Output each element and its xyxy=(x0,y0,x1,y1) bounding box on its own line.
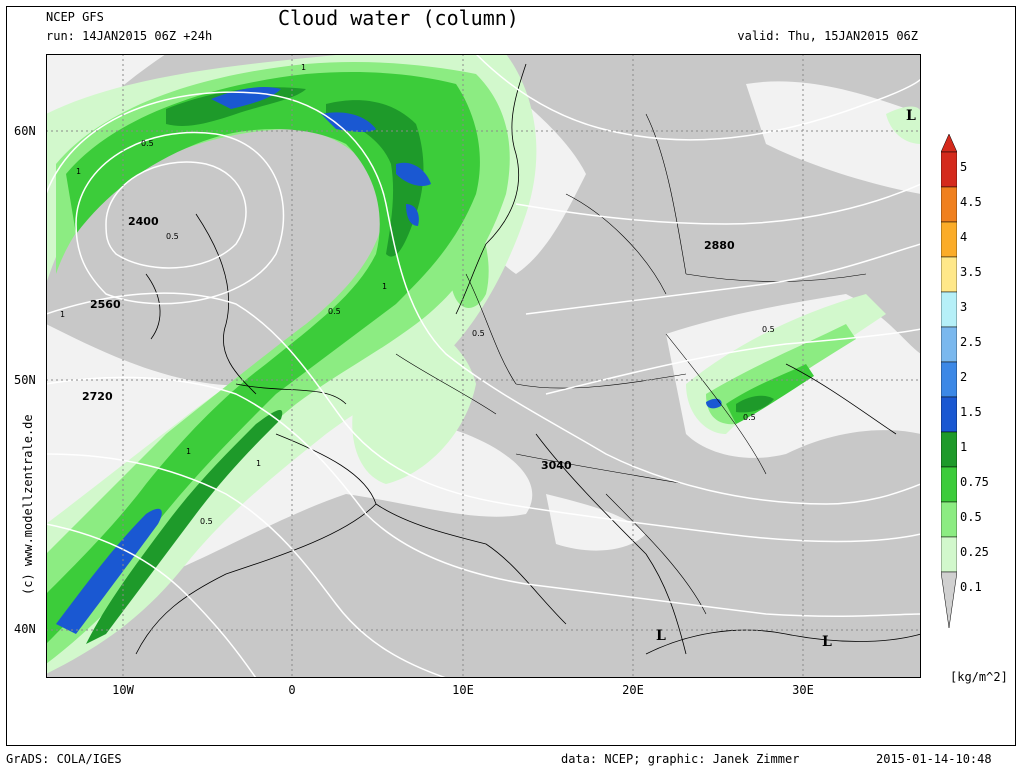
lon-label-0: 0 xyxy=(288,683,296,697)
contour-label-1: 1 xyxy=(382,282,387,291)
coastlines xyxy=(135,63,921,655)
contour-label-0.5: 0.5 xyxy=(166,232,179,241)
legend-level-label: 2.5 xyxy=(960,335,982,349)
graticule xyxy=(46,54,921,678)
contour-label-1: 1 xyxy=(186,447,191,456)
height-label-2880: 2880 xyxy=(704,239,735,252)
contour-label-0.5: 0.5 xyxy=(743,413,756,422)
legend-level-label: 4 xyxy=(960,230,968,244)
model-name: NCEP GFS xyxy=(46,10,104,24)
legend-swatch xyxy=(941,466,957,503)
height-label-2400: 2400 xyxy=(128,215,159,228)
lat-label-60n: 60N xyxy=(14,124,36,138)
map-border xyxy=(46,54,921,678)
legend-swatch xyxy=(941,256,957,293)
legend-swatch xyxy=(941,326,957,363)
legend-swatch xyxy=(941,431,957,468)
lon-label-30e: 30E xyxy=(792,683,814,697)
legend-units: [kg/m^2] xyxy=(950,670,1008,684)
contour-label-0.5: 0.5 xyxy=(328,307,341,316)
contour-label-0.5: 0.5 xyxy=(141,139,154,148)
legend-swatch xyxy=(941,501,957,538)
legend-arrow-top xyxy=(941,134,957,153)
run-info: run: 14JAN2015 06Z +24h xyxy=(46,29,213,43)
legend-level-label: 2 xyxy=(960,370,968,384)
legend-swatch xyxy=(941,291,957,328)
height-contours xyxy=(46,54,921,678)
legend-swatch xyxy=(941,221,957,258)
country-borders xyxy=(395,113,867,615)
map-title: Cloud water (column) xyxy=(278,6,519,30)
legend-level-label: 0.5 xyxy=(960,510,982,524)
height-label-2560: 2560 xyxy=(90,298,121,311)
contour-label-1: 1 xyxy=(256,459,261,468)
footer-credits: data: NCEP; graphic: Janek Zimmer xyxy=(561,752,800,766)
lon-label-10e: 10E xyxy=(452,683,474,697)
legend-swatch xyxy=(941,361,957,398)
copyright-text: (c) www.modellzentrale.de xyxy=(21,414,35,595)
footer-timestamp: 2015-01-14-10:48 xyxy=(876,752,992,766)
valid-time: valid: Thu, 15JAN2015 06Z xyxy=(737,29,918,43)
lon-label-10w: 10W xyxy=(112,683,134,697)
legend-level-label: 1 xyxy=(960,440,968,454)
low-pressure-marker: L xyxy=(906,108,916,124)
low-pressure-marker: L xyxy=(822,634,832,650)
low-pressure-marker: L xyxy=(656,628,666,644)
legend-swatch xyxy=(941,536,957,573)
contour-label-0.5: 0.5 xyxy=(472,329,485,338)
height-label-2720: 2720 xyxy=(82,390,113,403)
legend-level-label: 3 xyxy=(960,300,968,314)
legend-level-label: 0.1 xyxy=(960,580,982,594)
contour-label-1: 1 xyxy=(60,310,65,319)
contour-label-1: 1 xyxy=(301,63,306,72)
legend-level-label: 4.5 xyxy=(960,195,982,209)
legend-level-label: 0.75 xyxy=(960,475,989,489)
contour-label-1: 1 xyxy=(76,167,81,176)
height-label-3040: 3040 xyxy=(541,459,572,472)
lat-label-50n: 50N xyxy=(14,373,36,387)
cloud-layer-1.5 xyxy=(56,87,722,634)
legend-level-label: 5 xyxy=(960,160,968,174)
legend-arrow-bottom xyxy=(941,571,957,628)
contour-label-0.5: 0.5 xyxy=(762,325,775,334)
legend-level-label: 0.25 xyxy=(960,545,989,559)
lon-label-20e: 20E xyxy=(622,683,644,697)
legend-level-label: 1.5 xyxy=(960,405,982,419)
footer-software: GrADS: COLA/IGES xyxy=(6,752,122,766)
legend-colorbar xyxy=(941,134,957,628)
legend-swatch xyxy=(941,396,957,433)
legend-swatch xyxy=(941,151,957,188)
legend-level-label: 3.5 xyxy=(960,265,982,279)
cloud-water-map: 2400 2560 2720 2880 3040 1 1 1 1 1 1 0.5… xyxy=(46,54,921,678)
contour-label-0.5: 0.5 xyxy=(200,517,213,526)
lat-label-40n: 40N xyxy=(14,622,36,636)
legend-swatch xyxy=(941,186,957,223)
